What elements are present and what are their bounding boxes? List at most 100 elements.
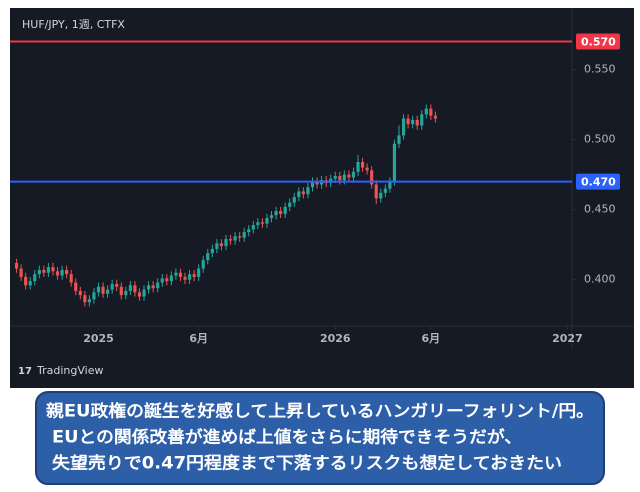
candle-body: [101, 286, 105, 294]
candle-body: [110, 283, 114, 290]
price-badge-label: 0.570: [581, 35, 616, 48]
candle-body: [160, 278, 164, 283]
candle-body: [142, 289, 146, 297]
candle-body: [260, 222, 264, 224]
caption-box: [35, 391, 605, 485]
candle-body: [383, 188, 387, 193]
candle-body: [333, 176, 337, 179]
candle-body: [78, 290, 82, 296]
candle-body: [156, 282, 160, 289]
y-tick-label: 0.550: [584, 62, 616, 75]
y-tick-label: 0.500: [584, 133, 616, 146]
candle-body: [292, 197, 296, 203]
candle-body: [197, 268, 201, 277]
candle-body: [288, 202, 292, 207]
candle-body: [401, 118, 406, 136]
candle-body: [279, 211, 283, 214]
candle-body: [274, 211, 278, 216]
candle-body: [165, 278, 169, 282]
candle-body: [46, 267, 51, 273]
candle-body: [206, 253, 210, 261]
candle-body: [169, 275, 173, 282]
candle-body: [192, 274, 196, 277]
candle-body: [215, 243, 219, 249]
x-tick-label: 6月: [422, 332, 441, 345]
chart-panel: [10, 8, 634, 388]
y-tick-label: 0.400: [584, 273, 616, 286]
candle-body: [201, 260, 205, 269]
candle-body: [374, 184, 378, 199]
candle-body: [55, 271, 60, 276]
candle-body: [106, 289, 110, 294]
candle-body: [19, 268, 23, 277]
candle-body: [92, 292, 96, 300]
candle-body: [60, 269, 64, 276]
candle-body: [42, 269, 46, 273]
candle-body: [370, 170, 374, 185]
candle-body: [433, 115, 438, 119]
price-badge: [576, 33, 620, 50]
candle-body: [24, 276, 28, 286]
candle-body: [14, 262, 19, 269]
candle-body: [392, 143, 397, 182]
candle-body: [429, 108, 433, 116]
candle-body: [115, 283, 119, 287]
candle-body: [351, 171, 356, 178]
candle-body: [233, 236, 237, 241]
candle-body: [69, 274, 73, 283]
candle-body: [283, 206, 287, 214]
candle-body: [119, 286, 123, 296]
candle-body: [406, 118, 410, 125]
candle-body: [347, 174, 351, 178]
plot: 0.400 0.450 0.500 0.550 2025 6月 2026 6月 2027 0.57…: [10, 33, 620, 345]
candle-body: [224, 239, 228, 247]
symbol-label: HUF/JPY, 1週, CTFX: [22, 18, 125, 31]
candle-body: [360, 161, 365, 168]
x-tick-label: 2025: [83, 332, 114, 345]
caption-line: EUとの関係改善が進めば上値をさらに期待できそうだが、: [52, 427, 522, 447]
candle-body: [315, 181, 319, 185]
candle-body: [338, 176, 342, 181]
candle-body: [137, 292, 142, 297]
candle-body: [265, 218, 269, 224]
candle-body: [301, 191, 305, 195]
caption-line: 失望売りで0.47円程度まで下落するリスクも想定しておきたい: [52, 453, 562, 473]
candle-body: [187, 274, 192, 280]
candle-body: [379, 192, 383, 199]
price-badge-label: 0.470: [581, 176, 616, 189]
candle-body: [297, 191, 301, 198]
candle-body: [33, 274, 37, 282]
x-tick-label: 2026: [320, 332, 351, 345]
candle-body: [51, 267, 55, 272]
candle-body: [269, 215, 274, 219]
candle-body: [65, 269, 69, 275]
logo-mark: 17: [18, 366, 32, 377]
brand: TradingView: [36, 364, 103, 377]
candle-body: [28, 281, 32, 286]
candle-body: [247, 229, 251, 233]
candle-body: [306, 187, 310, 195]
candle-body: [151, 285, 155, 289]
candle-body: [256, 222, 260, 226]
candle-body: [415, 119, 419, 126]
candle-body: [420, 114, 424, 126]
candle-body: [424, 108, 428, 115]
candle-body: [87, 299, 91, 303]
candle-body: [397, 135, 401, 144]
candle-body: [210, 248, 214, 254]
candle-body: [242, 232, 246, 238]
price-badge: [576, 173, 620, 190]
candle-body: [37, 269, 41, 275]
x-tick-label: 6月: [189, 332, 208, 345]
candle-body: [128, 285, 132, 291]
candle-body: [146, 285, 151, 290]
caption-line: 親EU政権の誕生を好感して上昇しているハンガリーフォリント/円。: [46, 401, 594, 421]
candle-body: [183, 276, 187, 280]
candle-body: [133, 285, 137, 293]
candle-body: [356, 161, 360, 172]
candle-body: [219, 243, 224, 247]
candle-body: [365, 167, 369, 171]
candle-body: [74, 282, 78, 291]
